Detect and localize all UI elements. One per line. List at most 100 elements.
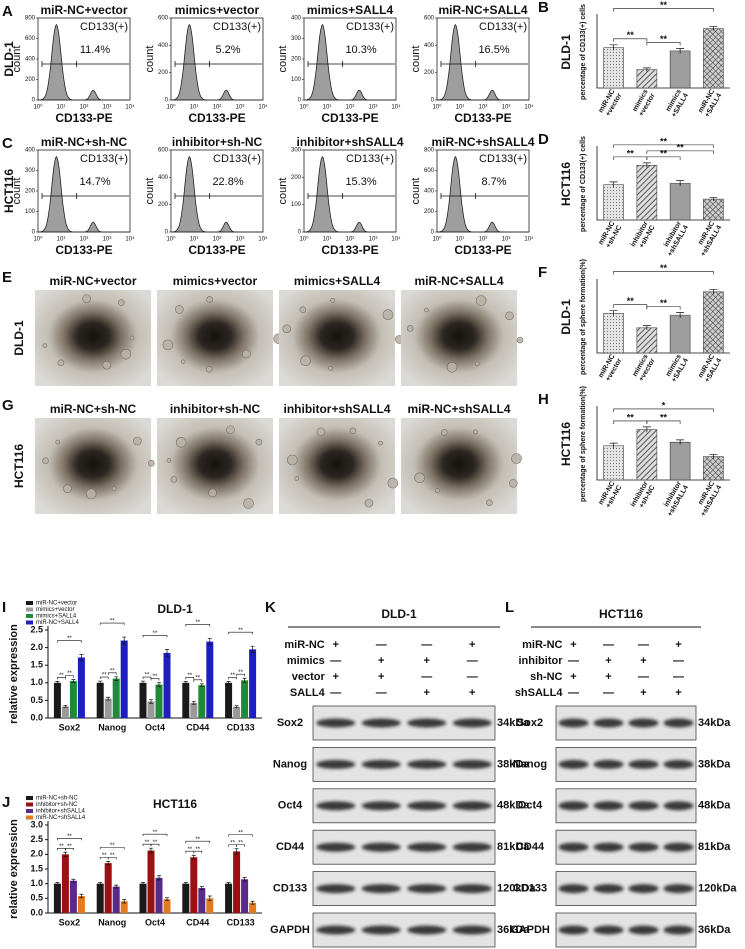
blot-band	[628, 884, 659, 894]
panel-letter: L	[505, 599, 514, 616]
spheroid	[299, 306, 307, 313]
bar	[241, 879, 249, 913]
spheroid	[57, 359, 65, 367]
spheroid	[486, 499, 493, 507]
y-tick-label: 100	[25, 209, 36, 215]
error-bar	[676, 48, 685, 54]
category-label: miR-NC+shSALL4	[697, 480, 723, 517]
category-label: mimics+SALL4	[665, 353, 690, 383]
y-axis-label: percentage of CD133(+) cells	[580, 4, 587, 100]
blot-band	[316, 759, 356, 769]
bar	[104, 698, 112, 718]
spheroid	[42, 457, 49, 465]
condition-name: inhibitor	[519, 655, 564, 667]
chart-title: DLD-1	[157, 602, 193, 616]
bar	[182, 682, 190, 718]
x-axis-label: CD133-PE	[188, 111, 245, 125]
y-tick-label: 600	[158, 16, 169, 22]
condition-sign: —	[376, 639, 387, 651]
sphere-image	[157, 290, 273, 386]
significance-label: **	[238, 830, 243, 836]
blot-band	[361, 759, 401, 769]
sphere-image	[157, 418, 273, 514]
protein-size: 34kDa	[497, 717, 530, 729]
blot-band	[452, 842, 492, 852]
significance-bracket	[613, 271, 714, 275]
bar	[112, 678, 120, 718]
x-axis-label: CD133-PE	[55, 243, 112, 257]
significance-label: **	[110, 853, 115, 859]
y-axis-label: count	[410, 178, 422, 205]
y-axis-label: percentage of sphere formation(%)	[580, 259, 587, 375]
spheroid	[505, 311, 514, 321]
x-tick-label: 10³	[103, 237, 112, 243]
significance-bracket	[185, 677, 195, 680]
significance-label: *	[662, 400, 666, 410]
condition-sign: —	[467, 671, 478, 683]
legend-swatch	[26, 802, 33, 807]
gate-percent: 16.5%	[478, 44, 509, 56]
gate	[307, 61, 395, 67]
significance-label: **	[110, 619, 115, 625]
protein-size: 48kDa	[497, 800, 530, 812]
y-axis-label: count	[144, 46, 156, 73]
legend-label: miR-NC+vector	[36, 601, 77, 607]
bar	[155, 684, 163, 718]
significance-label: **	[238, 628, 243, 634]
protein-size: 120kDa	[497, 883, 536, 895]
error-bar	[55, 681, 60, 685]
plot-frame	[436, 17, 530, 101]
plot-title: miR-NC+SALL4	[438, 3, 527, 17]
bar	[603, 184, 624, 221]
category-label: inhibitor+shSALL4	[663, 220, 690, 258]
y-tick-label: 300	[25, 168, 36, 174]
error-bar	[609, 181, 618, 188]
error-bar	[709, 26, 718, 31]
bar	[225, 883, 233, 913]
gate-label: CD133(+)	[213, 153, 261, 165]
error-bar	[642, 325, 651, 330]
plot-title: inhibitor+shSALL4	[296, 135, 403, 149]
spheroid	[255, 438, 263, 446]
panel-letter: I	[2, 599, 6, 616]
y-tick-label: 0.5	[30, 695, 43, 705]
error-bar	[165, 649, 169, 657]
condition-name: shSALL4	[515, 687, 564, 699]
x-tick-label: Sox2	[59, 917, 81, 927]
error-bar	[199, 683, 204, 688]
spheroid	[349, 427, 357, 435]
significance-label: **	[187, 673, 192, 679]
y-tick-label: 0	[32, 98, 36, 104]
protein-size: 36kDa	[497, 924, 530, 936]
error-bar	[71, 878, 76, 883]
bar	[206, 641, 214, 718]
y-tick-label: 200	[291, 175, 302, 181]
gate	[174, 61, 262, 67]
condition-sign: —	[421, 671, 432, 683]
error-bar	[63, 704, 68, 708]
x-tick-label: 10⁰	[432, 104, 442, 111]
panel-letter: G	[2, 397, 14, 414]
y-tick-label: 3.0	[30, 819, 43, 829]
protein-size: 34kDa	[698, 717, 731, 729]
spheroid	[226, 425, 235, 435]
error-bar	[226, 882, 231, 886]
cell-line-label: HCT116	[2, 169, 16, 213]
x-tick-label: 10⁴	[258, 236, 268, 243]
cell-line-label: DLD-1	[559, 299, 573, 335]
error-bar	[207, 638, 212, 646]
y-tick-label: 400	[424, 43, 435, 49]
y-tick-label: 0	[165, 98, 169, 104]
spheroid	[85, 488, 97, 500]
plot-title: mimics+SALL4	[307, 3, 394, 17]
gate-label: CD133(+)	[346, 153, 394, 165]
legend-swatch	[26, 809, 33, 813]
legend-label: mimics+SALL4	[36, 614, 77, 620]
significance-label: **	[660, 412, 668, 422]
condition-sign: +	[333, 639, 339, 651]
error-bar	[242, 677, 247, 683]
spheroid	[162, 339, 174, 351]
histogram	[170, 23, 263, 101]
significance-bracket	[613, 408, 714, 412]
